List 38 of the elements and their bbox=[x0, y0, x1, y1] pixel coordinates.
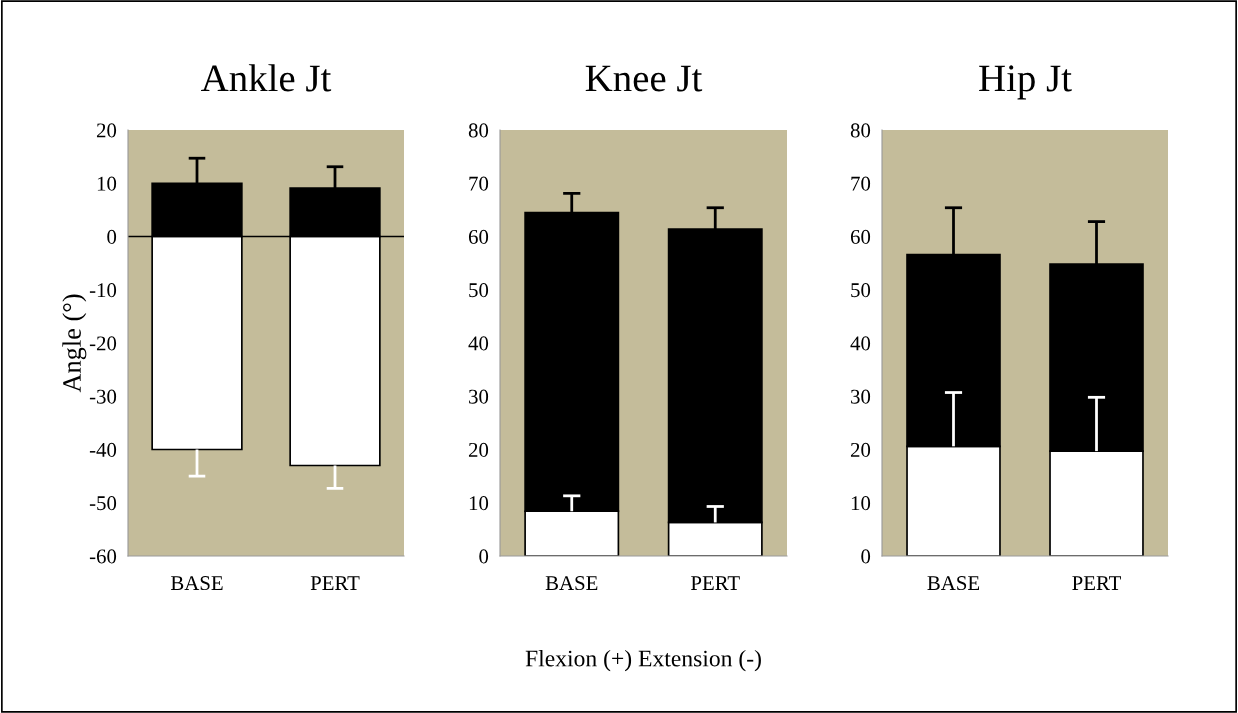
x-tick-label: BASE bbox=[170, 576, 223, 591]
y-tick-label: 10 bbox=[851, 496, 871, 511]
y-tick-label: -50 bbox=[89, 496, 117, 511]
x-tick-label: PERT bbox=[310, 576, 360, 590]
y-tick-label: 40 bbox=[850, 336, 871, 351]
y-tick-label: 70 bbox=[851, 176, 871, 191]
y-tick-label: -60 bbox=[89, 549, 117, 564]
chart-title: Ankle Jt bbox=[201, 64, 332, 92]
y-tick-label: -30 bbox=[89, 389, 117, 404]
y-tick-label: 10 bbox=[469, 496, 489, 511]
y-tick-label: 50 bbox=[469, 283, 489, 298]
y-tick-label: 0 bbox=[861, 549, 871, 564]
chart-title: Hip Jt bbox=[979, 65, 1072, 100]
y-tick-label: 70 bbox=[469, 176, 489, 191]
chart-title: Knee Jt bbox=[585, 65, 703, 92]
y-tick-label: 0 bbox=[479, 549, 489, 564]
y-tick-label: 80 bbox=[468, 123, 489, 138]
y-tick-label: -10 bbox=[89, 283, 117, 298]
x-axis-title: Flexion (+) Extension (-) bbox=[525, 649, 761, 672]
y-tick-label: 60 bbox=[850, 229, 871, 244]
y-axis-title: Angle (°) bbox=[62, 294, 87, 393]
x-tick-label: PERT bbox=[1072, 576, 1121, 590]
y-tick-label: 50 bbox=[851, 283, 871, 298]
y-tick-label: 40 bbox=[468, 336, 489, 351]
x-tick-label: BASE bbox=[545, 576, 598, 591]
y-tick-label: 20 bbox=[850, 442, 871, 457]
y-tick-label: 0 bbox=[107, 229, 117, 244]
x-tick-label: PERT bbox=[691, 576, 740, 590]
y-tick-label: 20 bbox=[96, 123, 117, 138]
x-tick-label: BASE bbox=[927, 576, 980, 591]
y-tick-label: 10 bbox=[97, 176, 117, 191]
y-tick-label: -20 bbox=[89, 336, 117, 351]
y-tick-label: 30 bbox=[469, 389, 489, 404]
y-tick-label: 20 bbox=[468, 442, 489, 457]
y-tick-label: 80 bbox=[850, 123, 871, 138]
y-tick-label: 60 bbox=[468, 229, 489, 244]
y-tick-label: -40 bbox=[89, 442, 117, 457]
y-tick-label: 30 bbox=[851, 389, 871, 404]
